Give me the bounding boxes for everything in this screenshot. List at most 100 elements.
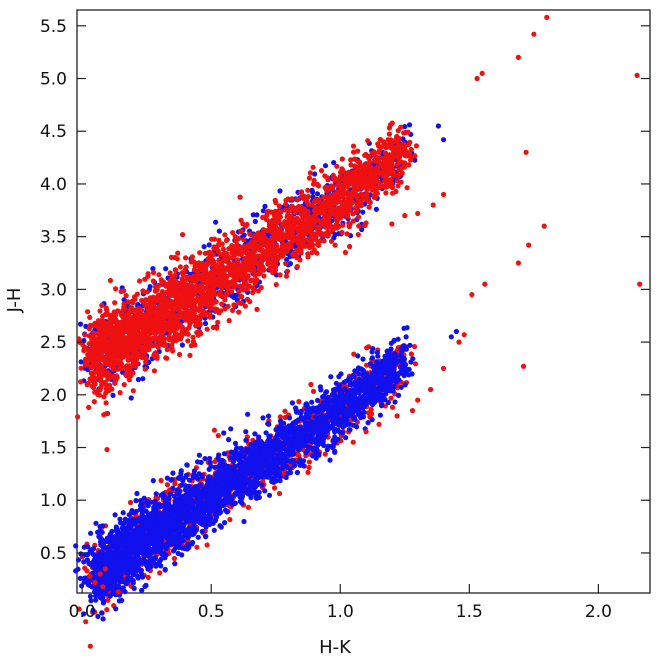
blue-point bbox=[407, 342, 413, 348]
red-point bbox=[215, 433, 221, 439]
blue-point bbox=[126, 512, 132, 518]
red-point bbox=[408, 351, 414, 357]
blue-point bbox=[171, 493, 178, 499]
blue-point bbox=[225, 467, 231, 473]
blue-point bbox=[253, 495, 260, 501]
blue-point bbox=[346, 376, 352, 382]
blue-point bbox=[361, 409, 367, 415]
blue-point bbox=[383, 391, 389, 397]
blue-point bbox=[362, 385, 368, 391]
blue-point bbox=[158, 538, 165, 544]
red-point bbox=[245, 504, 251, 510]
red-point bbox=[156, 272, 162, 278]
blue-point bbox=[252, 431, 258, 437]
blue-point bbox=[201, 487, 207, 494]
blue-point bbox=[153, 491, 159, 497]
blue-point bbox=[133, 520, 139, 526]
blue-point bbox=[322, 404, 328, 411]
blue-point bbox=[391, 337, 397, 343]
blue-point bbox=[126, 575, 132, 581]
blue-point bbox=[305, 444, 311, 450]
blue-point bbox=[113, 526, 120, 532]
blue-point bbox=[145, 566, 151, 572]
blue-point bbox=[110, 392, 116, 398]
blue-point bbox=[183, 531, 190, 537]
blue-point bbox=[198, 459, 204, 465]
blue-point bbox=[262, 488, 268, 494]
red-point bbox=[366, 344, 372, 350]
blue-point bbox=[88, 530, 94, 536]
blue-point bbox=[73, 568, 79, 574]
blue-point bbox=[206, 466, 212, 472]
blue-point bbox=[147, 284, 153, 290]
blue-point bbox=[283, 474, 289, 481]
blue-point bbox=[172, 561, 178, 567]
blue-point bbox=[363, 401, 369, 407]
blue-point bbox=[130, 540, 137, 546]
blue-point bbox=[207, 455, 213, 462]
blue-point bbox=[269, 460, 276, 466]
red-point bbox=[127, 499, 134, 506]
blue-point bbox=[179, 482, 185, 488]
blue-point bbox=[155, 533, 162, 540]
blue-point bbox=[196, 493, 202, 499]
red-point bbox=[282, 408, 288, 414]
blue-point bbox=[270, 445, 277, 451]
blue-point bbox=[154, 541, 160, 548]
blue-point bbox=[97, 576, 103, 582]
blue-point bbox=[143, 523, 149, 529]
blue-point bbox=[135, 376, 141, 383]
blue-point bbox=[334, 402, 340, 408]
blue-point bbox=[305, 427, 311, 433]
blue-point bbox=[379, 358, 385, 365]
red-point bbox=[351, 351, 357, 357]
blue-point bbox=[351, 387, 357, 394]
blue-point bbox=[241, 518, 247, 525]
blue-point bbox=[402, 382, 408, 388]
blue-point bbox=[254, 451, 260, 457]
red-point bbox=[215, 319, 221, 325]
blue-point bbox=[237, 458, 243, 464]
blue-point bbox=[355, 409, 361, 415]
blue-point bbox=[139, 587, 145, 594]
blue-point bbox=[295, 409, 301, 415]
blue-point bbox=[289, 457, 295, 463]
blue-point bbox=[392, 351, 398, 357]
blue-point bbox=[194, 476, 201, 482]
blue-point bbox=[388, 359, 394, 366]
blue-point bbox=[87, 593, 93, 599]
red-point bbox=[276, 490, 283, 497]
blue-point bbox=[267, 471, 273, 477]
blue-point bbox=[327, 413, 334, 419]
blue-point bbox=[97, 528, 103, 534]
blue-point bbox=[140, 574, 146, 580]
blue-point bbox=[392, 399, 398, 405]
blue-point bbox=[347, 395, 353, 401]
blue-point bbox=[238, 468, 244, 474]
blue-point bbox=[352, 368, 358, 374]
blue-point bbox=[92, 552, 98, 559]
red-point bbox=[241, 237, 247, 243]
blue-point bbox=[381, 376, 387, 382]
blue-point bbox=[77, 321, 84, 327]
blue-point bbox=[285, 470, 291, 476]
blue-point bbox=[162, 566, 168, 573]
blue-point bbox=[143, 517, 149, 523]
blue-point bbox=[93, 585, 99, 591]
blue-point bbox=[368, 386, 374, 392]
blue-point bbox=[328, 374, 334, 380]
blue-point bbox=[164, 534, 170, 540]
blue-point bbox=[125, 527, 131, 533]
blue-point bbox=[274, 464, 280, 470]
blue-point bbox=[177, 510, 183, 516]
blue-point bbox=[230, 500, 237, 506]
red-point bbox=[368, 406, 374, 413]
blue-point bbox=[370, 370, 376, 376]
blue-point bbox=[98, 561, 104, 567]
red-point bbox=[271, 485, 278, 491]
blue-point bbox=[186, 484, 192, 490]
red-point bbox=[171, 555, 177, 562]
blue-point bbox=[332, 434, 338, 440]
blue-point bbox=[258, 439, 264, 445]
